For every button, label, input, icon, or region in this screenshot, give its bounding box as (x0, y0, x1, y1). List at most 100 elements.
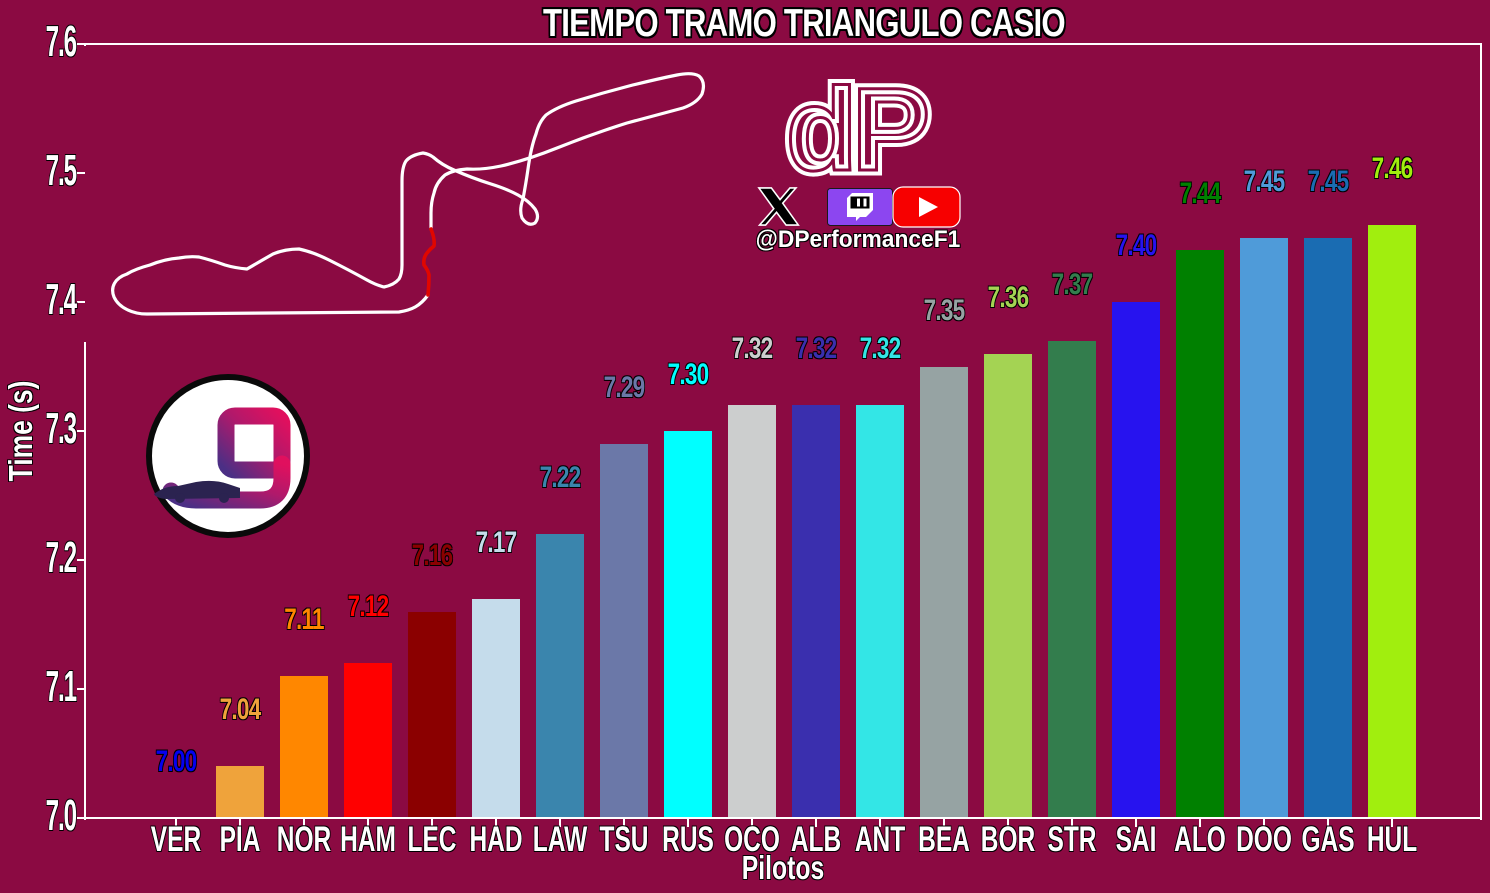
value-label-tsu: 7.29 (603, 370, 646, 404)
x-tick-mark (559, 819, 561, 827)
y-tick-mark (77, 43, 85, 45)
bar-had (472, 598, 520, 818)
bar-gas (1304, 237, 1352, 818)
bar-bor (984, 353, 1032, 818)
x-tick-mark (1071, 819, 1073, 827)
x-tick-label-lec: LEC (407, 820, 457, 859)
x-tick-mark (303, 819, 305, 827)
x-tick-mark (1391, 819, 1393, 827)
y-axis-line (84, 43, 86, 820)
track-sector-casio-triangle (422, 227, 436, 297)
y-tick-label-7.1: 7.1 (45, 662, 77, 711)
x-tick-label-alo: ALO (1174, 820, 1226, 859)
bar-sai (1112, 302, 1160, 818)
x-tick-mark (1327, 819, 1329, 827)
y-tick-mark (77, 688, 85, 690)
x-tick-mark (1135, 819, 1137, 827)
x-tick-label-oco: OCO (724, 820, 780, 859)
social-handle: @DPerformanceF1 (755, 226, 961, 253)
y-tick-mark (77, 817, 85, 819)
x-tick-label-tsu: TSU (599, 820, 649, 859)
x-tick-mark (1263, 819, 1265, 827)
x-tick-mark (687, 819, 689, 827)
y-axis-label: Time (s) (2, 380, 39, 482)
value-label-pia: 7.04 (219, 693, 262, 727)
f1-car-silhouette (154, 480, 240, 499)
youtube-icon (892, 186, 961, 228)
x-tick-label-str: STR (1047, 820, 1097, 859)
x-tick-label-ver: VER (150, 820, 202, 859)
x-tick-label-ant: ANT (854, 820, 906, 859)
value-label-sai: 7.40 (1115, 229, 1158, 262)
x-tick-label-bor: BOR (980, 820, 1036, 859)
bar-lec (408, 611, 456, 818)
y-tick-label-7.4: 7.4 (45, 275, 77, 324)
x-tick-mark (879, 819, 881, 827)
value-label-str: 7.37 (1051, 267, 1094, 301)
y-tick-label-7.6: 7.6 (45, 17, 77, 66)
bar-doo (1240, 237, 1288, 818)
x-tick-label-gas: GAS (1301, 820, 1355, 859)
x-tick-mark (623, 819, 625, 827)
bar-ant (856, 405, 904, 818)
plot-border-right (1480, 43, 1482, 820)
bar-rus (664, 431, 712, 818)
y-tick-label-7.2: 7.2 (45, 533, 77, 582)
bar-ham (344, 663, 392, 818)
x-axis-label: Pilotos (741, 849, 825, 886)
value-label-hul: 7.46 (1371, 151, 1414, 185)
x-tick-label-ham: HAM (340, 820, 396, 859)
value-label-had: 7.17 (475, 525, 518, 559)
y-tick-label-7.3: 7.3 (45, 404, 77, 453)
bar-bea (920, 366, 968, 818)
x-tick-label-alb: ALB (790, 820, 842, 859)
chart-title: TIEMPO TRAMO TRIANGULO CASIO (543, 2, 1066, 45)
value-label-bor: 7.36 (987, 280, 1030, 314)
svg-text:dP: dP (786, 66, 927, 188)
plot-border-top (84, 43, 1482, 45)
team-g-logo (146, 374, 310, 538)
y-tick-mark (77, 430, 85, 432)
x-tick-mark (239, 819, 241, 827)
svg-text:dP: dP (786, 66, 927, 188)
bar-oco (728, 405, 776, 818)
bar-hul (1368, 224, 1416, 818)
value-label-ant: 7.32 (859, 332, 902, 366)
value-label-nor: 7.11 (284, 603, 324, 637)
x-tick-label-pia: PIA (219, 820, 261, 859)
x-tick-label-nor: NOR (276, 820, 332, 859)
bar-tsu (600, 443, 648, 818)
value-label-ver: 7.00 (155, 745, 198, 778)
value-label-gas: 7.45 (1307, 164, 1350, 198)
track-outline (111, 72, 706, 316)
bar-law (536, 534, 584, 818)
x-tick-mark (943, 819, 945, 827)
x-tick-label-rus: RUS (662, 820, 714, 859)
bar-nor (280, 676, 328, 818)
x-axis-line (84, 817, 1482, 819)
x-tick-mark (815, 819, 817, 827)
bar-alo (1176, 250, 1224, 818)
x-tick-label-sai: SAI (1115, 820, 1157, 859)
value-label-doo: 7.45 (1243, 164, 1286, 198)
x-tick-mark (367, 819, 369, 827)
bar-alb (792, 405, 840, 818)
x-tick-mark (1007, 819, 1009, 827)
x-tick-mark (175, 819, 177, 827)
value-label-lec: 7.16 (411, 538, 454, 572)
x-icon (757, 187, 800, 226)
x-tick-mark (1199, 819, 1201, 827)
dp-logo: dP dP (780, 66, 938, 188)
x-tick-label-had: HAD (469, 820, 523, 859)
value-label-alb: 7.32 (795, 332, 838, 366)
value-label-oco: 7.32 (731, 332, 774, 366)
value-label-bea: 7.35 (923, 293, 966, 327)
bar-str (1048, 340, 1096, 818)
y-tick-mark (77, 172, 85, 174)
y-tick-label-7.5: 7.5 (45, 146, 77, 195)
value-label-rus: 7.30 (667, 358, 710, 391)
y-tick-mark (77, 301, 85, 303)
twitch-icon (827, 188, 893, 226)
